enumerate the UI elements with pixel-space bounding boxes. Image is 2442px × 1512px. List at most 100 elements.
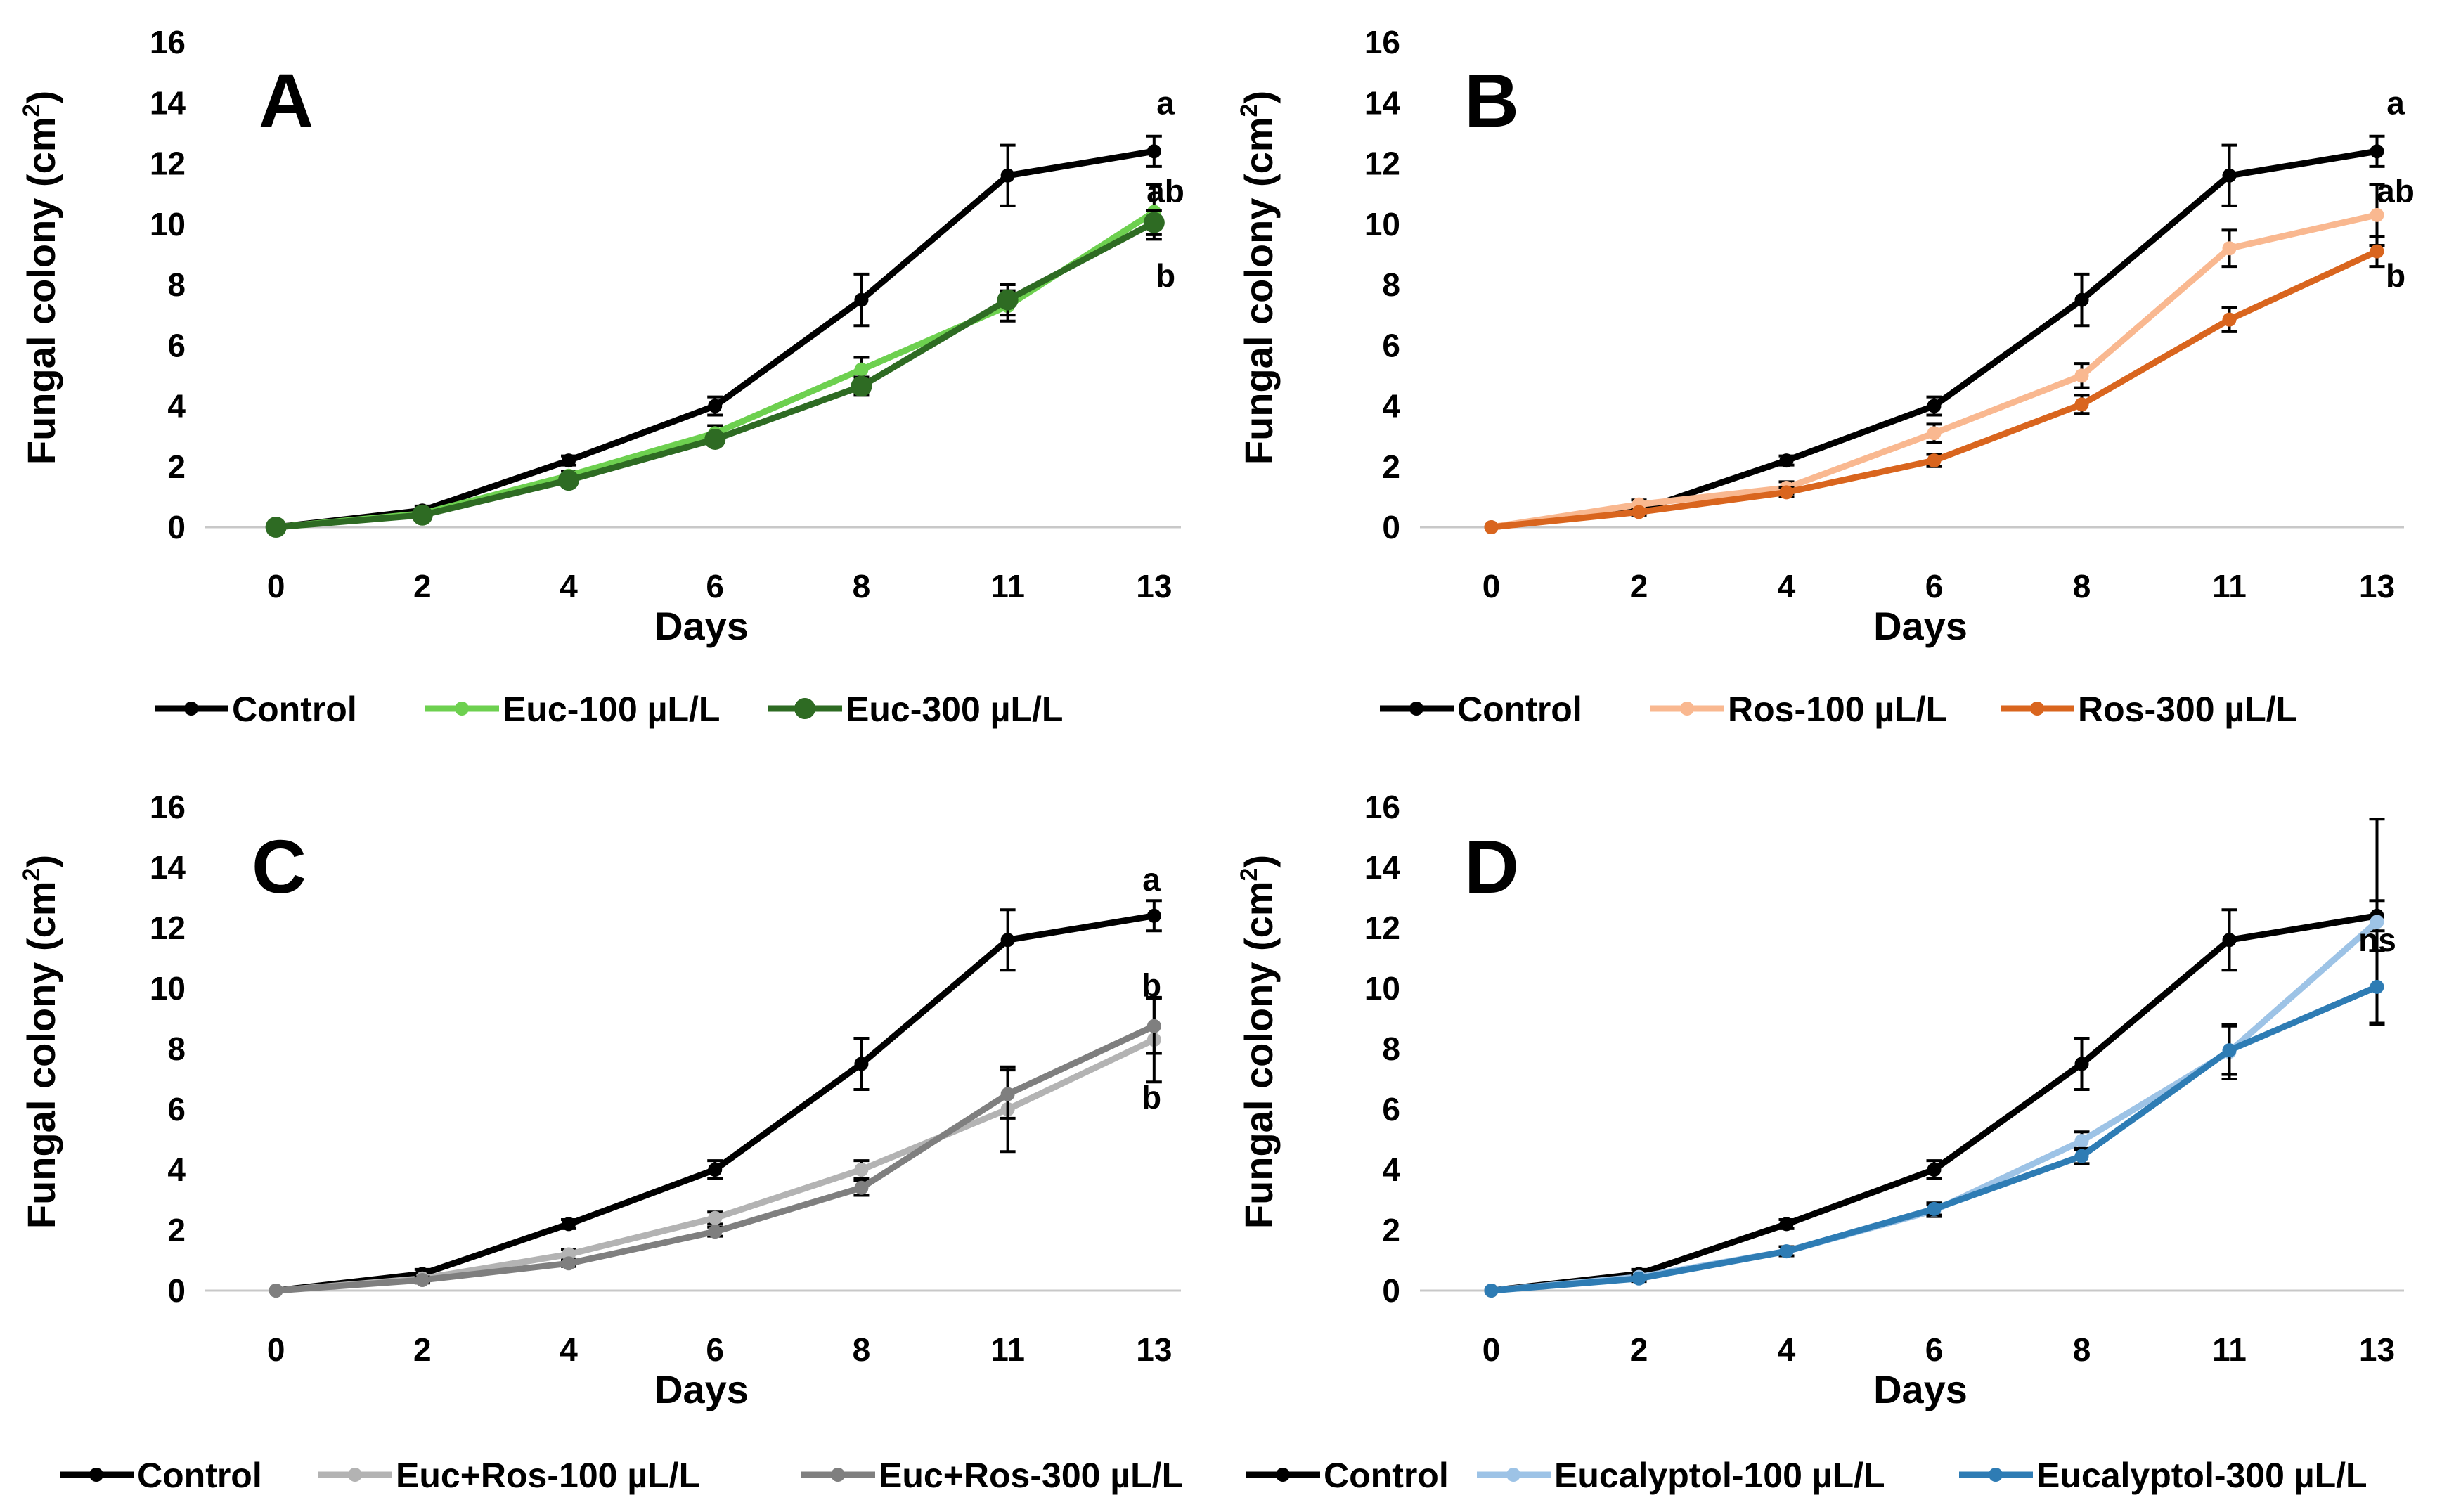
x-axis-title: Days <box>654 604 749 648</box>
y-tick-label: 14 <box>1364 84 1401 121</box>
series-line <box>1490 912 2378 1294</box>
y-tick-label: 12 <box>150 910 186 946</box>
data-point <box>1484 1284 1499 1298</box>
data-point <box>704 428 726 450</box>
data-point <box>1484 520 1499 534</box>
y-axis-title-close: ) <box>19 855 63 868</box>
legend-marker <box>2030 702 2044 716</box>
panel-label: D <box>1464 824 1519 909</box>
legend-entry: Eucalyptol-100 µL/L <box>1477 1456 1885 1495</box>
y-axis-title: Fungal colony (cm2) <box>18 855 63 1229</box>
y-axis-title-close: ) <box>19 91 63 104</box>
legend-label: Euc-300 µL/L <box>846 690 1063 729</box>
data-point <box>1146 1019 1161 1033</box>
y-tick-label: 6 <box>1382 327 1400 363</box>
legend-marker <box>1680 702 1694 716</box>
y-axis-title-superscript: 2 <box>1236 868 1262 881</box>
data-point <box>854 1180 869 1195</box>
x-axis-title: Days <box>654 1367 749 1411</box>
y-tick-label: 12 <box>150 146 186 182</box>
data-point <box>1927 1163 1942 1177</box>
series-line <box>276 1023 1156 1294</box>
y-tick-label: 12 <box>1364 910 1400 946</box>
series-line <box>276 148 1155 531</box>
x-tick-label: 11 <box>990 1331 1025 1368</box>
data-point <box>1632 1271 1646 1286</box>
legend-label: Euc+Ros-300 µL/L <box>879 1456 1183 1495</box>
legend-entry: Euc+Ros-100 µL/L <box>318 1456 700 1495</box>
series-line <box>1491 248 2379 531</box>
series-1 <box>269 995 1162 1298</box>
y-tick-label: 4 <box>1382 1151 1400 1188</box>
y-tick-label: 0 <box>1382 1272 1400 1309</box>
y-tick-label: 6 <box>167 1091 186 1127</box>
data-point <box>2074 1134 2089 1149</box>
legend-label: Control <box>232 690 357 729</box>
legend-entry: Control <box>1380 690 1582 729</box>
x-tick-label: 13 <box>1136 568 1172 605</box>
data-point <box>854 1163 869 1177</box>
data-point <box>2074 1149 2089 1163</box>
y-axis-title-text: Fungal colony (cm <box>1236 881 1281 1229</box>
legend-entry: Control <box>155 690 357 729</box>
legend-label: Euc-100 µL/L <box>503 690 720 729</box>
legend-marker <box>1989 1468 2003 1482</box>
y-tick-label: 10 <box>1364 206 1400 243</box>
data-point <box>2074 397 2089 412</box>
x-tick-label: 6 <box>1925 1331 1944 1368</box>
data-point <box>1779 485 1794 500</box>
significance-label: b <box>1142 967 1161 1004</box>
x-tick-label: 8 <box>2073 568 2091 605</box>
y-tick-label: 4 <box>167 388 186 425</box>
data-point <box>2222 933 2237 948</box>
significance-label: a <box>1142 861 1161 898</box>
legend-marker <box>1276 1468 1290 1482</box>
data-point <box>2370 207 2384 222</box>
significance-label: ab <box>2377 172 2415 209</box>
y-axis-title: Fungal colony (cm2) <box>18 91 63 465</box>
legend-label: Control <box>137 1456 262 1495</box>
series-line <box>276 219 1156 531</box>
significance-label: b <box>2386 257 2405 294</box>
y-tick-label: 10 <box>150 970 186 1007</box>
y-tick-label: 16 <box>1364 789 1400 825</box>
data-point <box>2370 244 2384 259</box>
legend-entry: Euc+Ros-300 µL/L <box>801 1456 1183 1495</box>
y-tick-label: 4 <box>1382 388 1400 425</box>
panel-label: B <box>1464 58 1519 143</box>
data-point <box>2370 144 2384 159</box>
legend-label: Eucalyptol-100 µL/L <box>1554 1456 1885 1495</box>
data-point <box>1146 908 1161 923</box>
y-tick-label: 2 <box>1382 448 1400 485</box>
legend-marker <box>1409 702 1423 716</box>
x-tick-label: 13 <box>2359 568 2395 605</box>
data-point <box>1927 453 1942 468</box>
data-point <box>997 289 1019 311</box>
y-tick-label: 16 <box>150 24 186 60</box>
y-axis-title-superscript: 2 <box>1236 104 1262 117</box>
series-line <box>1490 212 2378 531</box>
x-tick-label: 2 <box>413 568 432 605</box>
legend-marker <box>348 1468 362 1482</box>
legend-entry: Ros-100 µL/L <box>1650 690 1947 729</box>
y-tick-label: 8 <box>167 1030 186 1067</box>
y-tick-label: 2 <box>167 448 186 485</box>
series-0 <box>269 134 1162 534</box>
y-axis-title-close: ) <box>1236 91 1281 104</box>
data-point <box>269 1284 283 1298</box>
data-point <box>265 517 287 538</box>
data-point <box>2074 1057 2089 1071</box>
y-tick-label: 2 <box>1382 1212 1400 1248</box>
y-tick-label: 8 <box>1382 266 1400 303</box>
x-tick-label: 0 <box>1482 1331 1501 1368</box>
data-point <box>708 1225 723 1239</box>
y-axis-title-text: Fungal colony (cm <box>1236 117 1281 465</box>
y-tick-label: 14 <box>150 84 186 121</box>
legend-marker <box>831 1468 845 1482</box>
x-tick-label: 11 <box>2212 1331 2247 1368</box>
data-point <box>2222 1043 2237 1058</box>
significance-label: a <box>2386 84 2405 121</box>
data-point <box>854 1057 869 1071</box>
data-point <box>562 1217 576 1232</box>
